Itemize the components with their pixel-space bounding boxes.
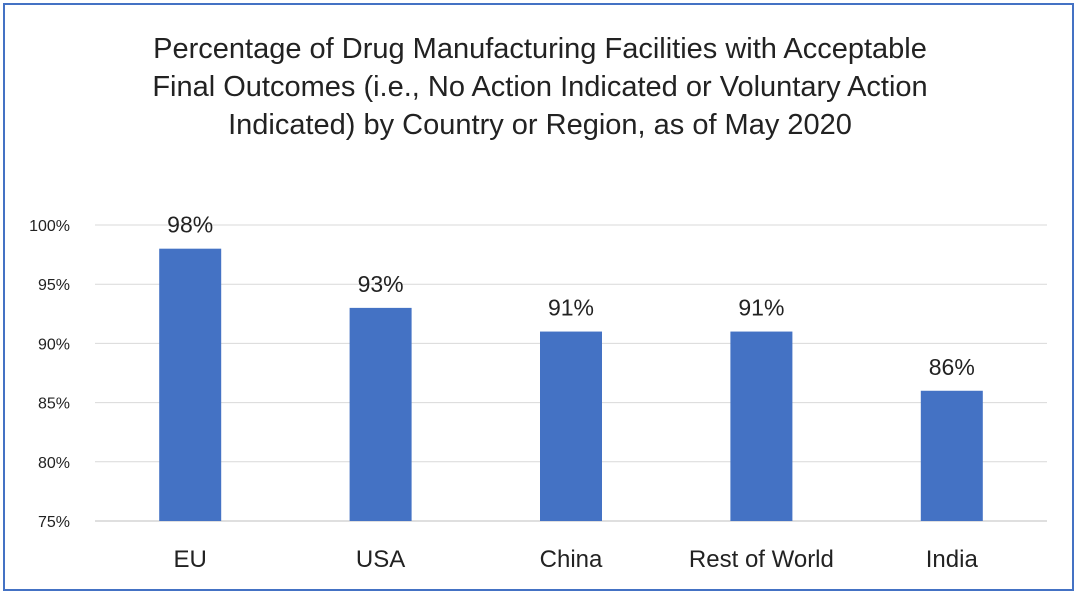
category-label: EU — [174, 546, 207, 573]
y-tick-label: 90% — [38, 336, 70, 353]
data-label: 98% — [167, 212, 213, 238]
category-label: Rest of World — [689, 546, 834, 573]
y-tick-label: 95% — [38, 277, 70, 294]
category-label: China — [540, 546, 603, 573]
category-label: USA — [356, 546, 405, 573]
chart-title: Percentage of Drug Manufacturing Facilit… — [152, 33, 928, 141]
bar — [159, 248, 222, 521]
y-tick-label: 80% — [38, 455, 70, 472]
category-label: India — [926, 546, 979, 573]
bars — [159, 248, 983, 521]
bar — [349, 307, 412, 521]
data-label: 93% — [358, 271, 404, 297]
bar — [920, 390, 983, 521]
data-label: 91% — [738, 295, 784, 321]
y-axis-ticks: 75% 80% 85% 90% 95% 100% — [29, 218, 70, 531]
data-labels: 98% 93% 91% 91% 86% — [167, 212, 975, 380]
bar — [730, 331, 793, 521]
y-tick-label: 85% — [38, 396, 70, 413]
data-label: 86% — [929, 354, 975, 380]
y-tick-label: 100% — [29, 218, 70, 235]
data-label: 91% — [548, 295, 594, 321]
x-axis-categories: EU USA China Rest of World India — [174, 546, 979, 573]
y-tick-label: 75% — [38, 514, 70, 531]
bar — [540, 331, 602, 521]
